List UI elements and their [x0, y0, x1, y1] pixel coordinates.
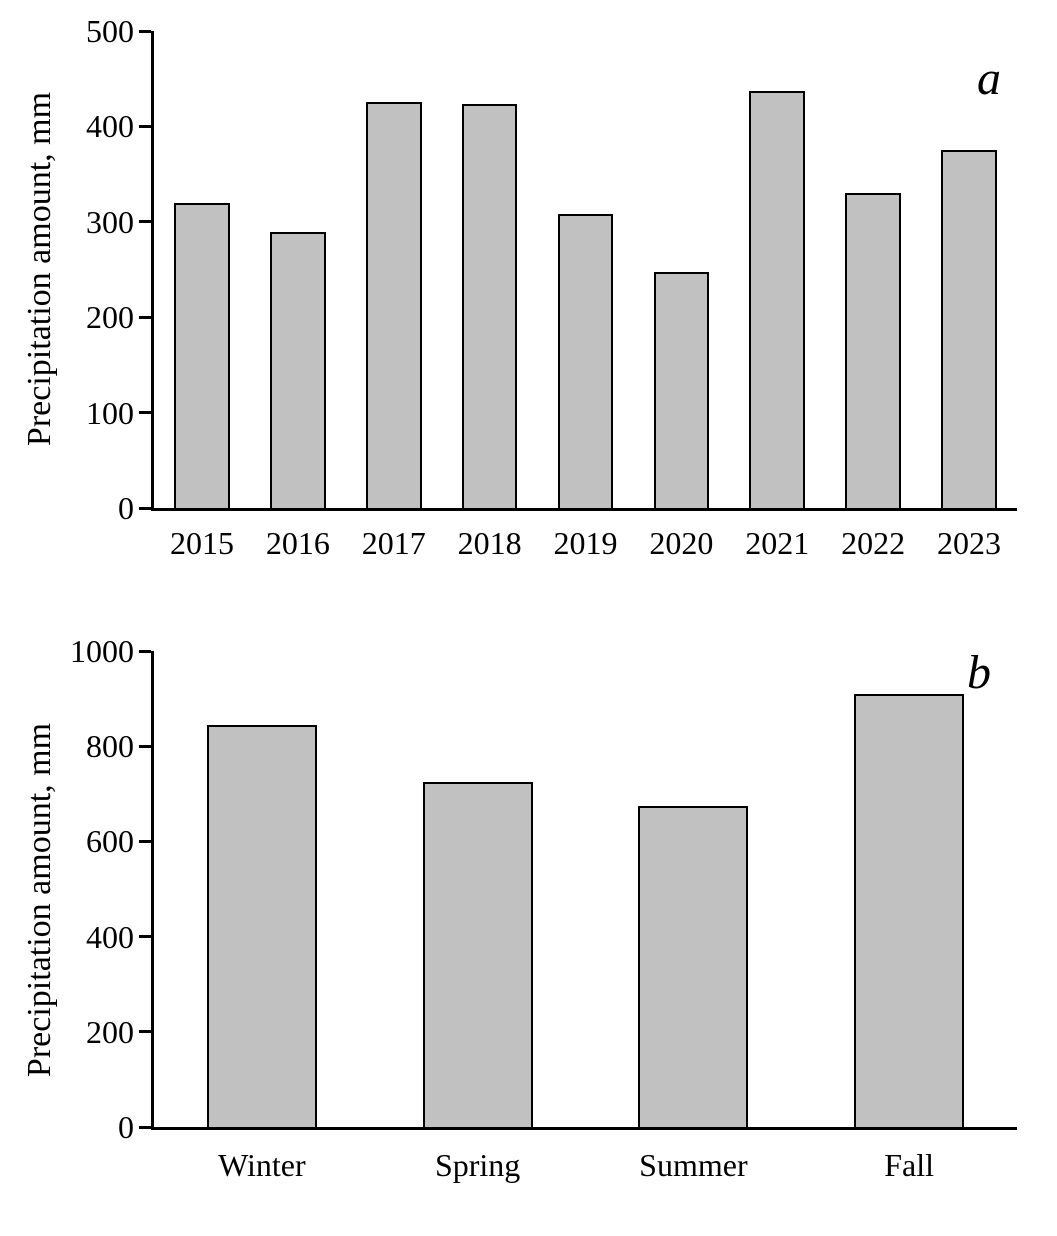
bar-2021: [749, 91, 806, 508]
y-tick-mark-1000: [139, 649, 151, 653]
x-tick-label-Winter: Winter: [218, 1147, 306, 1183]
bar-2020: [653, 272, 710, 508]
x-tick-label-2020: 2020: [649, 525, 714, 561]
x-tick-label-2021: 2021: [745, 525, 810, 561]
x-tick-label-Summer: Summer: [639, 1147, 748, 1183]
y-tick-label-400: 400: [86, 918, 134, 955]
y-tick-mark-800: [139, 744, 151, 748]
x-tick-label-Spring: Spring: [434, 1147, 521, 1183]
y-tick-label-0: 0: [118, 490, 134, 526]
x-tick-label-2022: 2022: [841, 525, 906, 561]
bar-Spring: [422, 781, 533, 1127]
plot-area-a: 0 100 200 300 400 500 a: [86, 15, 1017, 524]
y-tick-mark-0: [139, 1125, 151, 1129]
bar-2019: [557, 214, 614, 508]
y-tick-mark-200: [139, 1030, 151, 1034]
y-tick-label-400: 400: [86, 108, 134, 145]
bar-2022: [845, 193, 901, 508]
plot-area-b: 0 200 400 600 800 1000 b: [70, 635, 1017, 1143]
x-tick-label-Fall: Fall: [884, 1147, 935, 1183]
y-tick-mark-600: [139, 839, 151, 843]
y-tick-label-200: 200: [86, 1013, 134, 1050]
bar-Fall: [854, 693, 965, 1127]
y-tick-label-0: 0: [118, 1109, 134, 1145]
bar-2017: [365, 101, 422, 508]
bar-2023: [941, 150, 997, 508]
y-tick-label-300: 300: [86, 203, 134, 240]
y-tick-mark-0: [139, 506, 151, 510]
bar-2016: [270, 232, 326, 508]
x-tick-label-2019: 2019: [553, 525, 618, 561]
y-tick-mark-100: [139, 411, 151, 415]
bar-Summer: [638, 805, 749, 1127]
x-tick-label-2015: 2015: [169, 525, 234, 561]
x-axis-labels-a: 2015 2016 2017 2018 2019 2020 2021 2022 2023: [154, 524, 1017, 566]
y-tick-mark-400: [139, 124, 151, 128]
panel-label-a: a: [977, 52, 1001, 105]
x-tick-label-2018: 2018: [457, 525, 522, 561]
y-axis-b: 0 200 400 600 800 1000: [70, 635, 1017, 1143]
bar-series-a: [154, 31, 1017, 508]
y-axis-title-b: Precipitation amount, mm: [21, 722, 58, 1078]
bar-Winter: [206, 724, 317, 1127]
y-tick-mark-300: [139, 220, 151, 224]
bar-series-b: [154, 651, 1017, 1127]
y-tick-label-200: 200: [86, 299, 134, 336]
y-tick-mark-400: [139, 935, 151, 939]
y-tick-label-100: 100: [86, 394, 134, 431]
x-tick-label-2017: 2017: [361, 525, 426, 561]
y-axis-a: 0 100 200 300 400 500: [86, 15, 1017, 524]
y-tick-mark-500: [139, 29, 151, 33]
y-tick-label-600: 600: [86, 823, 134, 860]
panel-label-b: b: [967, 646, 991, 699]
bar-2018: [461, 103, 518, 508]
y-tick-label-1000: 1000: [70, 633, 134, 669]
y-tick-mark-200: [139, 315, 151, 319]
x-axis-labels-b: Winter Spring Summer Fall: [154, 1146, 1017, 1188]
y-tick-label-800: 800: [86, 728, 134, 765]
x-tick-label-2016: 2016: [265, 525, 330, 561]
y-tick-label-500: 500: [86, 13, 134, 49]
bar-2015: [174, 202, 230, 508]
x-tick-label-2023: 2023: [937, 525, 1002, 561]
